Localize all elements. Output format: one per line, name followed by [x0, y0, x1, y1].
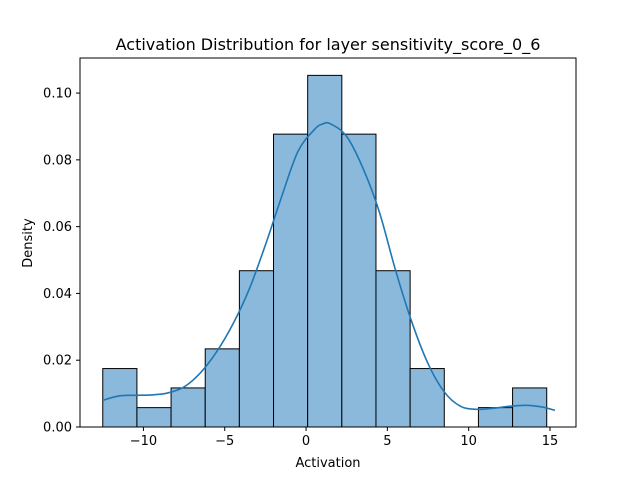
- histogram-bar-7: [341, 133, 377, 428]
- y-tick-label: 0.04: [43, 287, 72, 302]
- y-tick-label: 0.02: [43, 354, 72, 369]
- x-tick-label: 10: [460, 434, 477, 449]
- histogram-bar-8: [375, 270, 411, 428]
- chart-title: Activation Distribution for layer sensit…: [116, 35, 541, 55]
- y-tick-label: 0.00: [43, 421, 72, 436]
- histogram-bar-6: [307, 74, 343, 428]
- plot-frame: [79, 57, 577, 428]
- histogram-bar-4: [238, 270, 275, 428]
- histogram-bar-11: [477, 407, 514, 428]
- y-tick-label: 0.08: [43, 153, 72, 168]
- y-axis-ticks: 0.00 0.02 0.04 0.06 0.08 0.10: [43, 87, 80, 436]
- x-tick-label: 15: [542, 434, 559, 449]
- x-tick-label: −10: [130, 434, 157, 449]
- x-axis-label: Activation: [295, 456, 360, 471]
- x-tick-label: 0: [302, 434, 310, 449]
- histogram-bar-2: [170, 387, 206, 428]
- histogram-bar-1: [136, 407, 172, 428]
- x-axis-ticks: −10 −5 0 5 10 15: [130, 427, 559, 449]
- y-tick-label: 0.06: [43, 220, 72, 235]
- y-axis-label: Density: [21, 218, 36, 268]
- y-tick-label: 0.10: [43, 87, 72, 102]
- kde-curve: [102, 121, 556, 412]
- x-tick-label: 5: [383, 434, 391, 449]
- histogram-bar-0: [102, 368, 138, 428]
- x-tick-label: −5: [215, 434, 234, 449]
- histogram-bar-9: [409, 368, 445, 428]
- histogram-bar-5: [273, 133, 309, 428]
- kde-curve-layer: [102, 121, 556, 412]
